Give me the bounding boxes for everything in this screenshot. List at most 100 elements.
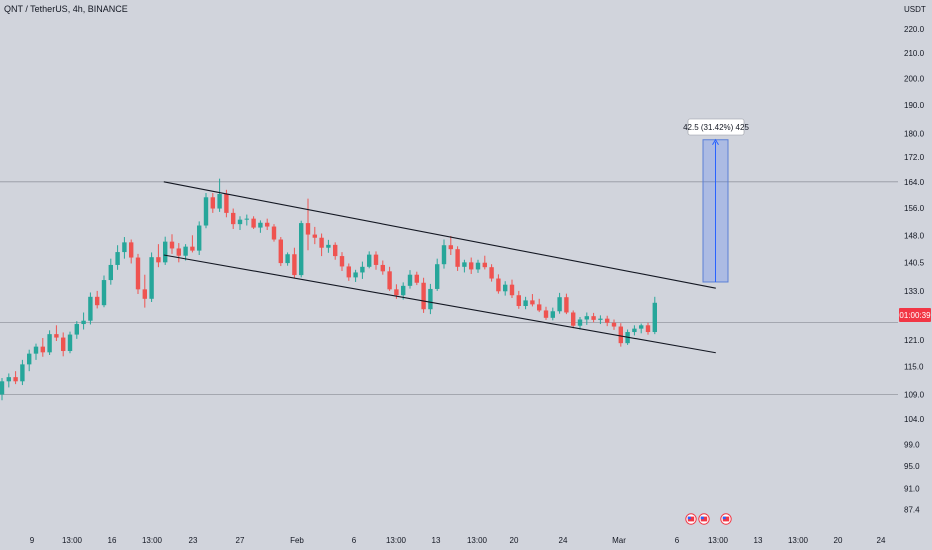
x-tick-label: 24 bbox=[559, 536, 568, 545]
candle-body bbox=[197, 225, 202, 251]
candle-body bbox=[591, 316, 596, 320]
candle-body bbox=[135, 257, 141, 290]
y-tick-label: 220.0 bbox=[904, 25, 925, 34]
candle-body bbox=[387, 271, 392, 290]
candle-body bbox=[47, 334, 52, 353]
candle-body bbox=[258, 222, 263, 228]
candles bbox=[0, 178, 657, 401]
x-tick-label: 13:00 bbox=[708, 536, 729, 545]
candle-body bbox=[231, 212, 236, 225]
candle-body bbox=[543, 310, 549, 318]
candle-body bbox=[20, 364, 25, 382]
candle-body bbox=[122, 242, 127, 253]
y-tick-label: 121.0 bbox=[904, 336, 925, 345]
candle-body bbox=[156, 257, 161, 263]
candle-body bbox=[251, 218, 256, 228]
candle-body bbox=[101, 280, 107, 306]
price-label-box bbox=[899, 307, 931, 322]
horizontal-levels bbox=[0, 181, 898, 395]
flag-marker-canton bbox=[700, 516, 704, 520]
x-tick-label: Mar bbox=[612, 536, 626, 545]
x-tick-label: 13:00 bbox=[62, 536, 83, 545]
candle-body bbox=[115, 252, 120, 265]
x-tick-label: 13:00 bbox=[467, 536, 488, 545]
candle-body bbox=[428, 288, 433, 310]
candle-body bbox=[346, 266, 351, 278]
y-axis: USDT 220.0 210.0 200.0 190.0 180.0 172.0 164.0 1… bbox=[898, 0, 932, 550]
candle-body bbox=[333, 244, 338, 257]
channel-line-upper bbox=[163, 181, 716, 289]
y-tick-label: 156.0 bbox=[904, 204, 925, 213]
candle-body bbox=[210, 197, 215, 209]
candle-body bbox=[339, 256, 345, 267]
candle-body bbox=[360, 266, 365, 273]
x-tick-label: 13:00 bbox=[386, 536, 407, 545]
channel-line-lower bbox=[163, 254, 716, 354]
candle-body bbox=[455, 249, 460, 267]
candle-body bbox=[475, 262, 481, 270]
y-axis-panel bbox=[898, 0, 932, 550]
candle-body bbox=[190, 246, 195, 251]
x-tick-label: 13:00 bbox=[142, 536, 163, 545]
y-tick-label: 95.0 bbox=[904, 462, 920, 471]
x-tick-label: 20 bbox=[510, 536, 519, 545]
measure-tool[interactable]: 42.5 (31.42%) 425 bbox=[683, 118, 749, 283]
measure-arrow-head bbox=[712, 138, 719, 146]
candle-body bbox=[6, 377, 11, 382]
y-tick-label: 148.0 bbox=[904, 231, 925, 240]
candle-body bbox=[530, 300, 535, 305]
candle-body bbox=[244, 218, 249, 220]
candle-body bbox=[632, 328, 637, 333]
y-tick-label: 172.0 bbox=[904, 153, 925, 162]
y-tick-label: 115.0 bbox=[904, 363, 924, 372]
candle-body bbox=[380, 264, 385, 272]
candle-body bbox=[503, 284, 508, 292]
candle-body bbox=[54, 334, 59, 338]
y-tick-label: 140.5 bbox=[904, 258, 925, 267]
y-tick-label: 200.0 bbox=[904, 74, 925, 83]
candle-body bbox=[407, 274, 413, 286]
candle-body bbox=[95, 296, 100, 306]
y-tick-label: 210.0 bbox=[904, 49, 925, 58]
candle-body bbox=[292, 254, 297, 276]
candle-body bbox=[639, 325, 644, 329]
candle-body bbox=[163, 241, 168, 263]
y-tick-label: 99.0 bbox=[904, 441, 920, 450]
candle-body bbox=[33, 346, 39, 354]
measure-label-box bbox=[687, 118, 745, 136]
candle-body bbox=[237, 219, 243, 225]
candle-body bbox=[435, 264, 440, 289]
y-tick-label: 164.0 bbox=[904, 178, 925, 187]
candle-body bbox=[618, 326, 623, 344]
candle-body bbox=[652, 302, 657, 333]
candle-body bbox=[509, 284, 515, 296]
x-tick-label: 13 bbox=[432, 536, 441, 545]
candle-body bbox=[421, 282, 426, 310]
candle-body bbox=[142, 289, 147, 299]
y-tick-label: 87.4 bbox=[904, 506, 920, 515]
candle-body bbox=[278, 239, 283, 264]
candle-body bbox=[319, 237, 324, 248]
channel-lines bbox=[163, 181, 716, 354]
x-tick-label: 20 bbox=[834, 536, 843, 545]
candle-body bbox=[489, 267, 494, 279]
x-tick-label: 6 bbox=[675, 536, 680, 545]
candle-body bbox=[564, 297, 569, 313]
x-axis: 9 13:00 16 13:00 23 27 Feb 6 13:00 13 13:00 20 24 Mar… bbox=[30, 536, 886, 545]
candle-body bbox=[482, 262, 487, 268]
candle-body bbox=[285, 254, 290, 264]
candle-body bbox=[523, 300, 528, 306]
candle-body bbox=[224, 194, 229, 213]
candle-body bbox=[537, 304, 542, 311]
candle-body bbox=[571, 312, 576, 326]
candle-body bbox=[13, 377, 18, 382]
candle-body bbox=[577, 319, 583, 326]
candle-body bbox=[367, 254, 372, 267]
candle-body bbox=[312, 234, 317, 238]
candle-body bbox=[584, 316, 589, 320]
candle-body bbox=[81, 320, 86, 325]
candle-body bbox=[469, 262, 474, 270]
x-tick-label: 23 bbox=[189, 536, 198, 545]
